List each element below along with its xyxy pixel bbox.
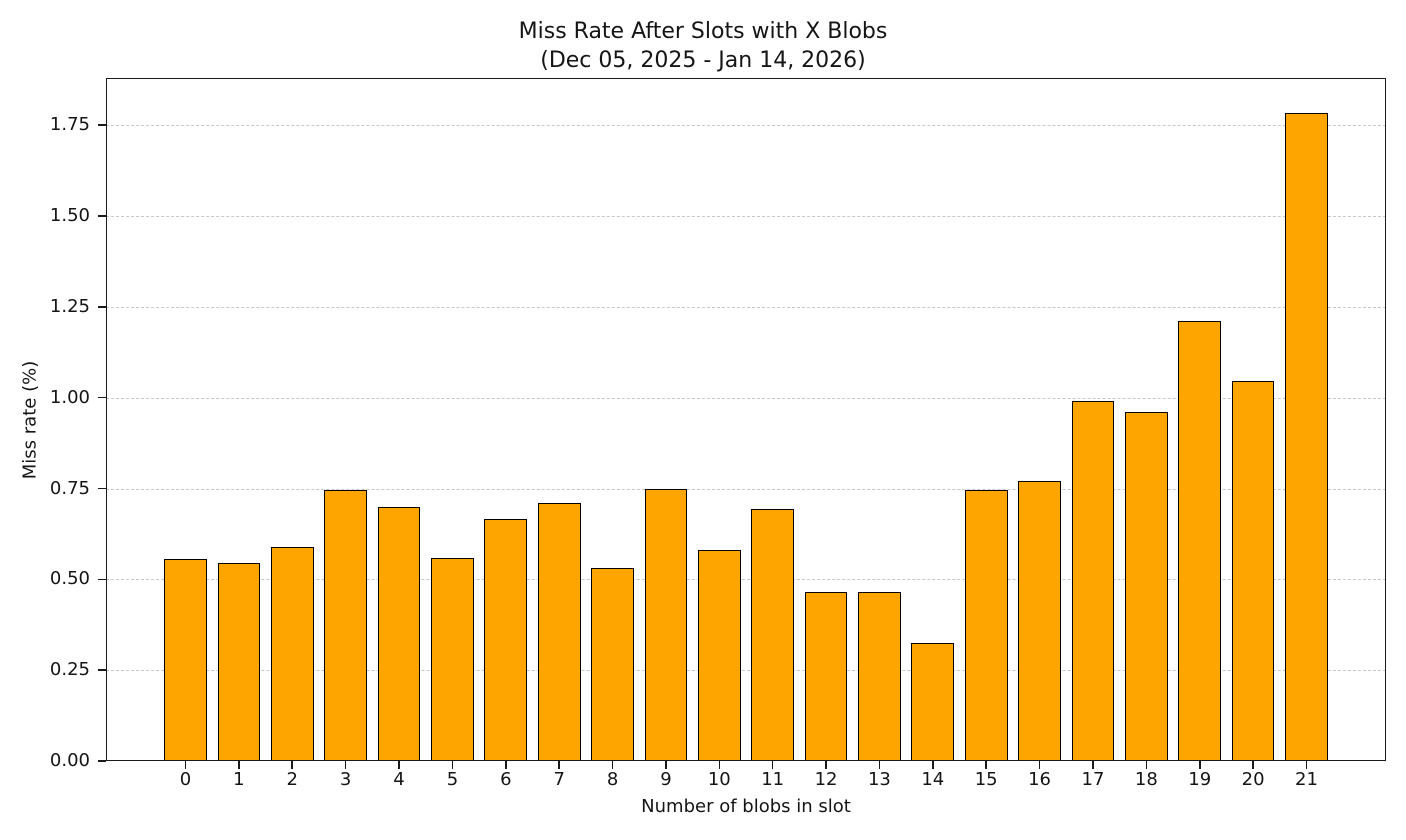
- x-tick-label: 0: [179, 769, 192, 790]
- y-tick-mark: [98, 760, 106, 762]
- x-tick-label: 11: [761, 769, 785, 790]
- x-tick-mark: [398, 761, 400, 769]
- y-tick-mark: [98, 487, 106, 490]
- bar-19-blobs: [1178, 321, 1222, 761]
- bar-21-blobs: [1285, 112, 1328, 761]
- bar-13-blobs: [858, 592, 901, 761]
- x-tick-label: 16: [1028, 769, 1052, 790]
- x-tick-mark: [238, 761, 240, 769]
- x-tick-mark: [611, 761, 614, 769]
- gridline: [106, 579, 1386, 581]
- x-tick-mark: [451, 761, 454, 769]
- bar-9-blobs: [644, 488, 688, 761]
- x-tick-mark: [558, 761, 560, 769]
- x-tick-mark: [1092, 761, 1094, 769]
- x-tick-label: 7: [553, 769, 565, 790]
- y-tick-label: 1.50: [49, 205, 90, 227]
- chart-title-line1: Miss Rate After Slots with X Blobs: [518, 19, 888, 44]
- x-tick-label: 20: [1241, 769, 1265, 790]
- x-axis-label: Number of blobs in slot: [641, 796, 851, 817]
- x-tick-mark: [504, 761, 507, 769]
- bar-16-blobs: [1018, 481, 1061, 761]
- gridline: [106, 397, 1386, 399]
- bar-5-blobs: [431, 557, 474, 761]
- plot-area: [106, 78, 1386, 761]
- x-tick-mark: [771, 761, 774, 769]
- gridline: [106, 125, 1386, 127]
- y-tick-label: 1.75: [49, 114, 90, 136]
- x-tick-mark: [1305, 761, 1308, 769]
- x-tick-mark: [665, 761, 667, 769]
- bar-11-blobs: [751, 508, 795, 761]
- x-tick-label: 14: [921, 769, 945, 790]
- y-tick-mark: [98, 669, 106, 671]
- bar-14-blobs: [911, 642, 955, 761]
- gridline: [106, 488, 1386, 490]
- x-tick-mark: [1145, 761, 1148, 769]
- y-tick-mark: [98, 396, 106, 399]
- x-tick-label: 3: [339, 769, 352, 790]
- x-tick-label: 12: [814, 769, 838, 790]
- x-tick-label: 2: [286, 769, 298, 790]
- gridline: [106, 306, 1386, 308]
- x-tick-mark: [184, 761, 187, 769]
- y-tick-mark: [98, 215, 106, 217]
- x-tick-label: 9: [660, 769, 672, 790]
- x-tick-mark: [878, 761, 881, 769]
- x-tick-label: 8: [606, 769, 619, 790]
- chart-title: Miss Rate After Slots with X Blobs (Dec …: [0, 17, 1406, 75]
- x-tick-label: 13: [867, 769, 891, 790]
- gridline: [106, 670, 1386, 672]
- gridline: [106, 216, 1386, 218]
- y-tick-mark: [98, 578, 106, 581]
- x-tick-label: 17: [1081, 769, 1105, 790]
- y-tick-mark: [98, 306, 106, 308]
- bar-4-blobs: [377, 506, 421, 761]
- x-tick-label: 4: [393, 769, 405, 790]
- x-tick-mark: [1038, 761, 1041, 769]
- x-tick-label: 1: [233, 769, 245, 790]
- bar-0-blobs: [164, 559, 207, 761]
- x-tick-label: 10: [707, 769, 731, 790]
- bar-17-blobs: [1071, 401, 1115, 761]
- y-axis-label: Miss rate (%): [19, 360, 41, 480]
- bar-12-blobs: [804, 592, 848, 761]
- x-tick-label: 15: [974, 769, 998, 790]
- x-tick-mark: [825, 761, 827, 769]
- y-tick-label: 0.00: [49, 750, 90, 771]
- bar-10-blobs: [697, 550, 741, 761]
- x-tick-mark: [1252, 761, 1254, 769]
- bar-15-blobs: [964, 490, 1008, 761]
- x-tick-mark: [1198, 761, 1201, 769]
- x-tick-mark: [291, 761, 294, 769]
- bar-20-blobs: [1231, 381, 1275, 761]
- bar-8-blobs: [591, 568, 634, 761]
- y-tick-mark: [98, 124, 106, 127]
- x-tick-mark: [932, 761, 934, 769]
- y-tick-label: 1.00: [49, 386, 90, 408]
- y-tick-label: 0.50: [49, 568, 90, 590]
- bar-6-blobs: [484, 519, 528, 761]
- x-tick-label: 19: [1188, 769, 1212, 790]
- y-tick-label: 0.75: [49, 477, 90, 499]
- bar-7-blobs: [537, 503, 581, 761]
- bar-3-blobs: [324, 490, 367, 761]
- x-tick-mark: [718, 761, 721, 769]
- y-tick-label: 1.25: [49, 295, 90, 317]
- bar-18-blobs: [1124, 412, 1168, 761]
- x-tick-label: 6: [500, 769, 512, 790]
- bar-1-blobs: [217, 563, 261, 761]
- chart-title-line2: (Dec 05, 2025 - Jan 14, 2026): [540, 48, 866, 73]
- y-tick-label: 0.25: [49, 659, 90, 681]
- bar-2-blobs: [270, 546, 314, 761]
- x-tick-label: 18: [1134, 769, 1158, 790]
- x-tick-mark: [985, 761, 987, 769]
- x-tick-label: 5: [446, 769, 459, 790]
- x-tick-label: 21: [1295, 769, 1318, 790]
- x-tick-mark: [344, 761, 347, 769]
